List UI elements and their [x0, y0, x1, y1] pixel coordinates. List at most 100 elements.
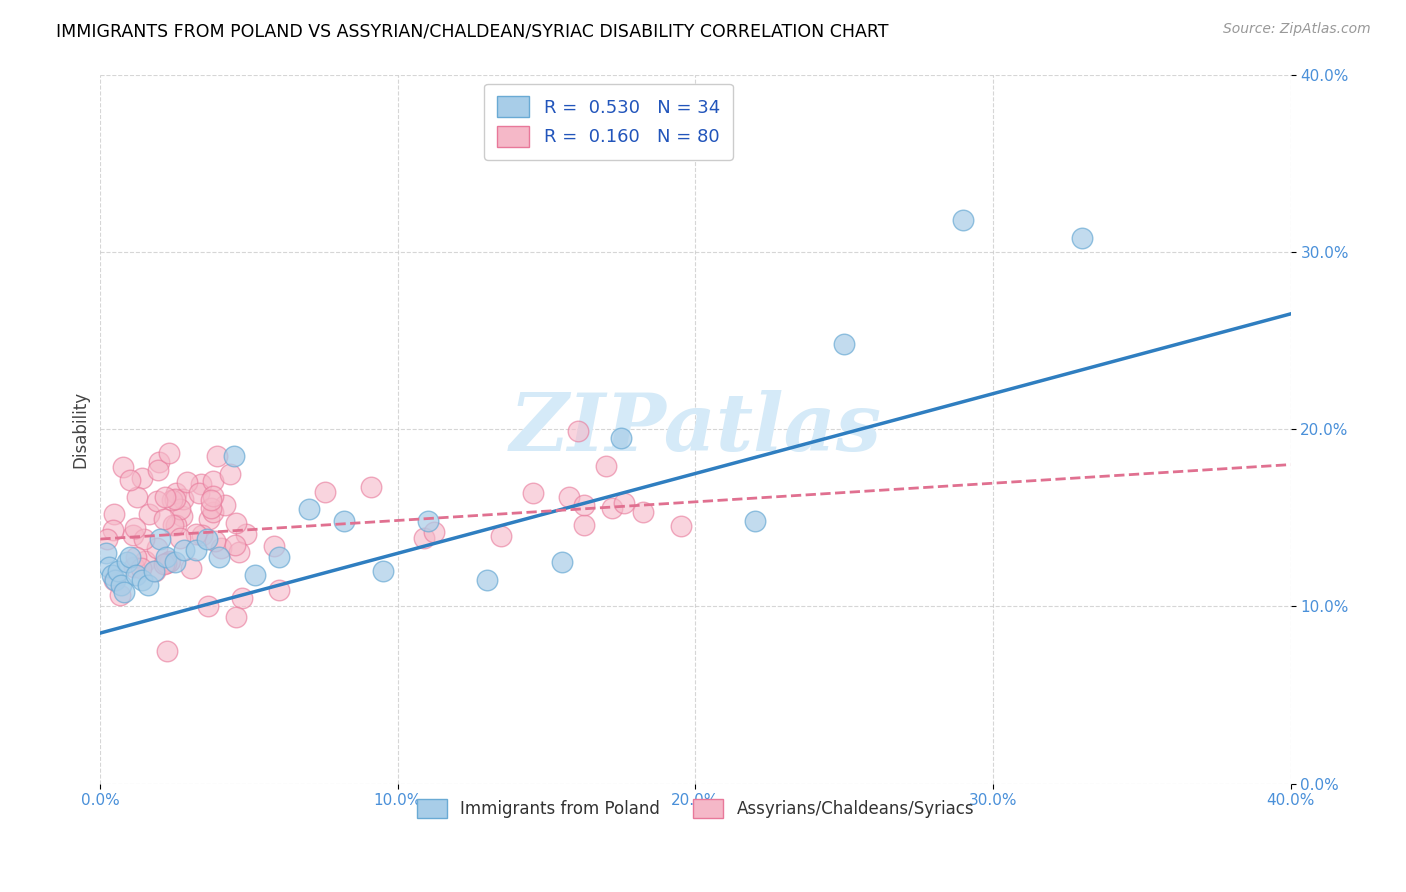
Point — [146, 494, 169, 508]
Point — [96, 533, 118, 547]
Point — [243, 567, 266, 582]
Point — [157, 555, 180, 569]
Point — [333, 514, 356, 528]
Point — [218, 467, 240, 482]
Point — [184, 526, 207, 541]
Point — [110, 578, 132, 592]
Point — [489, 529, 512, 543]
Point — [143, 564, 166, 578]
Point — [744, 514, 766, 528]
Point — [120, 549, 142, 564]
Point — [153, 558, 176, 572]
Point — [200, 500, 222, 515]
Point — [165, 485, 187, 500]
Text: Source: ZipAtlas.com: Source: ZipAtlas.com — [1223, 22, 1371, 37]
Point — [360, 480, 382, 494]
Point — [134, 554, 156, 568]
Point — [228, 545, 250, 559]
Point — [225, 516, 247, 530]
Point — [477, 573, 499, 587]
Point — [148, 455, 170, 469]
Point — [162, 518, 184, 533]
Point — [165, 517, 187, 532]
Point — [125, 567, 148, 582]
Point — [169, 501, 191, 516]
Point — [214, 498, 236, 512]
Point — [157, 446, 180, 460]
Point — [115, 555, 138, 569]
Legend: Immigrants from Poland, Assyrians/Chaldeans/Syriacs: Immigrants from Poland, Assyrians/Chalde… — [411, 792, 981, 825]
Point — [314, 485, 336, 500]
Point — [103, 574, 125, 588]
Point — [631, 505, 654, 519]
Point — [111, 460, 134, 475]
Point — [155, 556, 177, 570]
Point — [149, 532, 172, 546]
Point — [142, 564, 165, 578]
Point — [231, 591, 253, 606]
Point — [200, 492, 222, 507]
Point — [98, 560, 121, 574]
Point — [173, 542, 195, 557]
Point — [197, 532, 219, 546]
Point — [209, 541, 232, 556]
Point — [107, 564, 129, 578]
Point — [205, 449, 228, 463]
Point — [124, 560, 146, 574]
Point — [197, 599, 219, 614]
Point — [191, 528, 214, 542]
Point — [155, 549, 177, 564]
Point — [136, 578, 159, 592]
Point — [208, 549, 231, 564]
Point — [602, 500, 624, 515]
Point — [180, 561, 202, 575]
Point — [163, 555, 186, 569]
Point — [202, 474, 225, 488]
Point — [176, 475, 198, 489]
Point — [204, 533, 226, 548]
Point — [129, 561, 152, 575]
Point — [832, 337, 855, 351]
Point — [159, 553, 181, 567]
Point — [103, 507, 125, 521]
Point — [224, 538, 246, 552]
Point — [1071, 230, 1094, 244]
Point — [96, 546, 118, 560]
Point — [131, 471, 153, 485]
Point — [160, 492, 183, 507]
Point — [567, 425, 589, 439]
Point — [112, 585, 135, 599]
Point — [298, 502, 321, 516]
Point — [172, 492, 194, 507]
Point — [371, 564, 394, 578]
Point — [152, 512, 174, 526]
Point — [423, 524, 446, 539]
Point — [138, 507, 160, 521]
Point — [132, 533, 155, 547]
Point — [669, 519, 692, 533]
Point — [104, 573, 127, 587]
Point — [572, 518, 595, 533]
Text: IMMIGRANTS FROM POLAND VS ASSYRIAN/CHALDEAN/SYRIAC DISABILITY CORRELATION CHART: IMMIGRANTS FROM POLAND VS ASSYRIAN/CHALD… — [56, 22, 889, 40]
Point — [118, 474, 141, 488]
Point — [125, 549, 148, 564]
Point — [558, 490, 581, 504]
Point — [522, 486, 544, 500]
Y-axis label: Disability: Disability — [72, 391, 89, 467]
Point — [550, 555, 572, 569]
Point — [169, 531, 191, 545]
Point — [235, 526, 257, 541]
Point — [125, 491, 148, 505]
Point — [263, 540, 285, 554]
Point — [170, 509, 193, 524]
Point — [145, 541, 167, 555]
Point — [224, 449, 246, 463]
Point — [101, 567, 124, 582]
Point — [413, 531, 436, 545]
Point — [146, 463, 169, 477]
Point — [595, 459, 617, 474]
Point — [201, 505, 224, 519]
Point — [156, 644, 179, 658]
Point — [122, 527, 145, 541]
Point — [190, 477, 212, 491]
